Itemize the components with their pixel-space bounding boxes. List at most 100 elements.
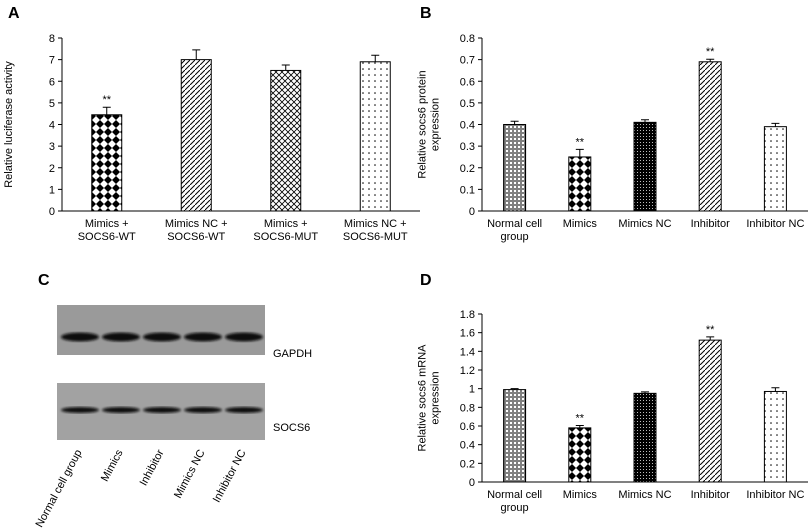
x-tick-label: SOCS6-WT (167, 231, 225, 243)
panel-label: B (420, 5, 432, 22)
blot-band (143, 407, 181, 413)
bar (503, 389, 527, 483)
y-tick-label: 1.8 (460, 309, 475, 321)
error-bar (371, 54, 380, 62)
annotation: ** (576, 136, 585, 148)
x-tick-label: Normal cell (487, 489, 542, 501)
bar (763, 126, 787, 212)
blot-panel (57, 305, 265, 440)
error-bar (771, 122, 780, 127)
error-bar (510, 120, 519, 125)
y-tick-label: 0.8 (460, 402, 475, 414)
bar (180, 59, 212, 212)
y-tick-label: 0.2 (460, 458, 475, 470)
y-tick-label: 0.4 (460, 120, 475, 132)
blot-band (102, 332, 140, 342)
y-tick-label: 1.4 (460, 346, 475, 358)
x-tick-label: Inhibitor (691, 489, 730, 501)
bar (359, 61, 391, 212)
x-tick-label: SOCS6-MUT (343, 231, 408, 243)
x-tick-label: Normal cell (487, 218, 542, 230)
error-bar (641, 119, 649, 123)
y-tick-label: 0.3 (460, 141, 475, 153)
error-bar (575, 148, 584, 157)
bar (91, 114, 123, 212)
y-tick-label: 0 (49, 206, 55, 218)
bar (270, 69, 302, 212)
bar (698, 61, 722, 212)
error-bar (102, 106, 111, 115)
x-tick-label: Mimics (563, 218, 598, 230)
annotation: ** (102, 94, 111, 106)
lane-label: Normal cell group (34, 448, 85, 530)
panel-label: A (8, 5, 20, 22)
y-tick-label: 1.2 (460, 365, 475, 377)
x-tick-label: Mimics NC + (344, 218, 407, 230)
blot-band (225, 332, 263, 342)
blot-band (61, 332, 99, 342)
band-label: SOCS6 (273, 422, 310, 434)
x-tick-label: Mimics NC + (165, 218, 228, 230)
y-tick-label: 6 (49, 76, 55, 88)
y-tick-label: 7 (49, 55, 55, 67)
x-tick-label: SOCS6-WT (78, 231, 136, 243)
bar (503, 124, 527, 212)
bar (633, 121, 657, 212)
error-bar (641, 391, 649, 394)
x-tick-label: SOCS6-MUT (253, 231, 318, 243)
y-tick-label: 0.6 (460, 76, 475, 88)
y-tick-label: 0.1 (460, 184, 475, 196)
y-tick-label: 8 (49, 33, 55, 45)
y-axis-label: Relative socs6 mRNA (417, 344, 429, 452)
error-bar (510, 388, 519, 390)
x-tick-label: Inhibitor (691, 218, 730, 230)
x-tick-label: group (501, 502, 529, 514)
lane-label: Mimics NC (172, 448, 208, 501)
y-axis-label: Relative socs6 protein (417, 70, 429, 178)
y-tick-label: 0.2 (460, 163, 475, 175)
bar (568, 427, 592, 483)
blot-membrane (57, 305, 265, 355)
y-tick-label: 1 (49, 184, 55, 196)
y-axis-label: expression (430, 98, 442, 151)
blot-band (102, 407, 140, 413)
y-axis-label: expression (430, 371, 442, 424)
bar (698, 339, 722, 483)
error-bar (706, 58, 715, 62)
error-bar (706, 336, 715, 341)
x-tick-label: group (501, 231, 529, 243)
blot-band (61, 407, 99, 413)
blot-band (184, 407, 222, 413)
y-axis-label: Relative luciferase activity (3, 61, 15, 188)
x-tick-label: Inhibitor NC (746, 218, 804, 230)
x-tick-label: Mimics NC (618, 218, 671, 230)
lane-label: Inhibitor NC (211, 448, 249, 505)
x-tick-label: Inhibitor NC (746, 489, 804, 501)
blot-band (184, 332, 222, 342)
blot-band (225, 407, 263, 413)
y-tick-label: 0 (469, 477, 475, 489)
bar (633, 392, 657, 483)
y-tick-label: 3 (49, 141, 55, 153)
panel-label: D (420, 272, 432, 289)
panel-label: C (38, 272, 50, 289)
y-tick-label: 0.5 (460, 98, 475, 110)
y-tick-label: 1.6 (460, 328, 475, 340)
y-tick-label: 1 (469, 384, 475, 396)
error-bar (771, 387, 780, 392)
error-bar (575, 425, 584, 428)
lane-label: Inhibitor (138, 447, 167, 487)
y-tick-label: 5 (49, 98, 55, 110)
annotation: ** (706, 324, 715, 336)
annotation: ** (576, 413, 585, 425)
annotation: ** (706, 46, 715, 58)
band-label: GAPDH (273, 348, 312, 360)
y-tick-label: 0.6 (460, 421, 475, 433)
bar (568, 156, 592, 212)
blot-band (143, 332, 181, 342)
x-tick-label: Mimics (563, 489, 598, 501)
bar (763, 390, 787, 483)
y-tick-label: 4 (49, 120, 55, 132)
error-bar (281, 64, 290, 71)
